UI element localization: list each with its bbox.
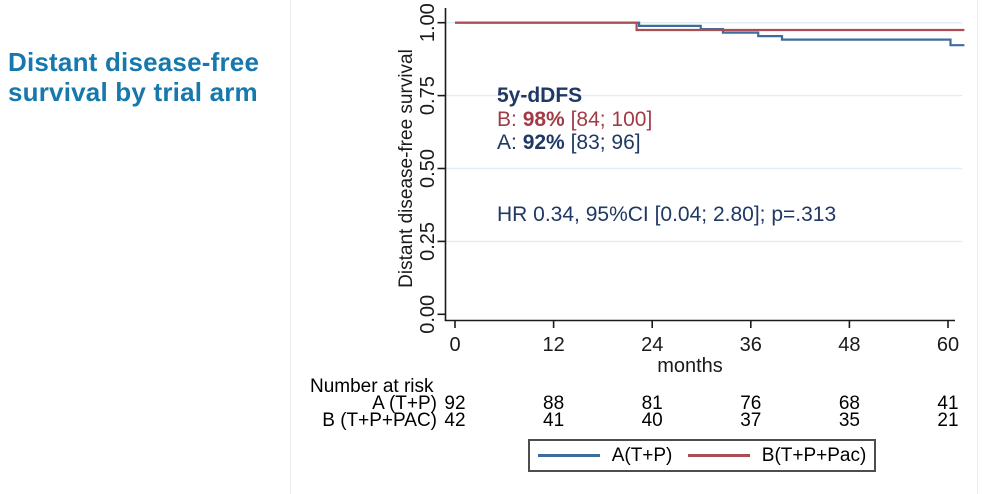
risk-count: 76: [740, 393, 762, 414]
x-tick-label: 12: [542, 334, 564, 356]
risk-count: 42: [444, 410, 466, 431]
annotation-heading: 5y-dDFS: [497, 84, 583, 107]
y-tick-label: 0.25: [417, 222, 439, 261]
annotation-arm-a: A: 92% [83; 96]: [497, 131, 641, 155]
x-tick-label: 36: [740, 334, 762, 356]
legend-line-sample-a: [537, 454, 600, 457]
x-tick-label: 24: [641, 334, 663, 356]
x-tick-label: 48: [838, 334, 860, 356]
risk-count: 37: [740, 410, 762, 431]
risk-table-heading: Number at risk: [310, 376, 434, 397]
slide-divider-line-left: [290, 0, 291, 494]
risk-count: 41: [937, 393, 959, 414]
chart-legend: A(T+P) B(T+P+Pac): [528, 439, 876, 472]
risk-count: 40: [641, 410, 663, 431]
annotation-b-ci: [84; 100]: [570, 108, 653, 131]
x-axis-label: months: [657, 355, 723, 377]
risk-count: 21: [937, 410, 959, 431]
annotation-b-prefix: B:: [497, 108, 517, 131]
risk-count: 92: [444, 393, 466, 414]
annotation-a-ci: [83; 96]: [570, 131, 641, 154]
risk-row-label-b: B (T+P+PAC): [322, 410, 437, 431]
risk-row-label-a: A (T+P): [372, 393, 437, 414]
risk-count: 68: [838, 393, 860, 414]
legend-item-b: B(T+P+Pac): [687, 444, 867, 467]
annotation-arm-b: B: 98% [84; 100]: [497, 108, 652, 132]
legend-label-b: B(T+P+Pac): [761, 444, 867, 466]
km-curve-a: [455, 21, 965, 47]
x-tick-label: 60: [937, 334, 959, 356]
risk-count: 35: [838, 410, 860, 431]
annotation-a-value: 92%: [522, 131, 565, 154]
hazard-ratio-annotation: HR 0.34, 95%CI [0.04; 2.80]; p=.313: [497, 203, 837, 226]
km-curve-b: [455, 21, 965, 32]
risk-count: 88: [543, 393, 565, 414]
y-tick-label: 0.50: [417, 149, 439, 188]
y-tick-label: 1.00: [417, 3, 439, 42]
legend-label-a: A(T+P): [611, 444, 673, 466]
legend-item-a: A(T+P): [537, 444, 673, 467]
page-title: Distant disease-free survival by trial a…: [8, 47, 260, 108]
y-tick-label: 0.00: [417, 295, 439, 334]
x-tick-label: 0: [449, 334, 460, 356]
risk-count: 81: [641, 393, 663, 414]
slide-divider-line-right: [977, 0, 978, 494]
annotation-a-prefix: A:: [497, 131, 517, 154]
legend-line-sample-b: [687, 454, 750, 457]
risk-count: 41: [543, 410, 565, 431]
y-axis-label: Distant disease-free survival: [396, 49, 417, 288]
annotation-b-value: 98%: [522, 108, 565, 131]
y-tick-label: 0.75: [417, 76, 439, 115]
